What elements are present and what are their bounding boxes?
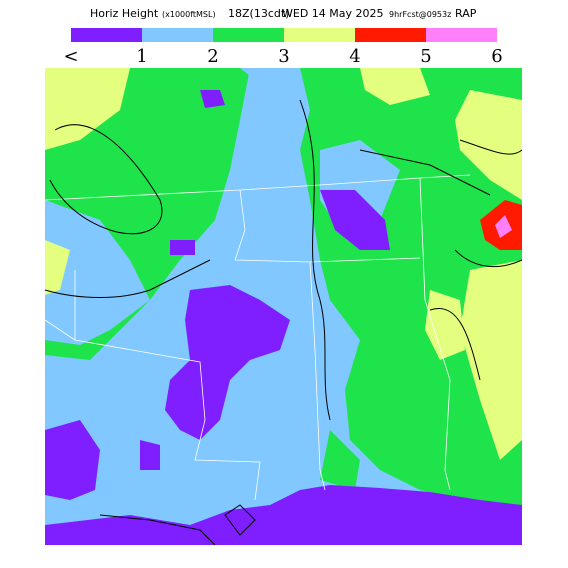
legend-swatch — [426, 28, 497, 42]
title: Horiz Height (x1000ftMSL) 18Z(13cdt) WED… — [90, 7, 477, 20]
title-time: 18Z(13cdt) — [228, 7, 289, 20]
legend-label: 3 — [278, 46, 289, 67]
title-forecast: 9hrFcst@0953z — [389, 10, 451, 19]
legend-label: 1 — [136, 46, 147, 67]
legend-swatch — [71, 28, 142, 42]
contour-lines — [44, 99, 523, 546]
title-field: Horiz Height — [90, 7, 159, 20]
yellow-regions — [45, 68, 522, 460]
legend-swatch — [355, 28, 426, 42]
title-model: RAP — [455, 7, 477, 20]
map — [44, 68, 523, 546]
legend-label: 2 — [207, 46, 218, 67]
legend-label: 4 — [349, 46, 360, 67]
pink-region — [495, 215, 512, 238]
legend-swatch — [213, 28, 284, 42]
title-units: (x1000ftMSL) — [162, 10, 216, 19]
legend-swatch — [284, 28, 355, 42]
legend-swatch — [142, 28, 213, 42]
purple-regions — [45, 90, 522, 545]
state-borders — [44, 174, 471, 501]
legend-label: 5 — [420, 46, 431, 67]
legend: <1 2 3 4 5 6 — [63, 28, 503, 67]
legend-label: < — [63, 46, 78, 67]
legend-label: 6 — [491, 46, 502, 67]
title-date: WED 14 May 2025 — [282, 7, 384, 20]
